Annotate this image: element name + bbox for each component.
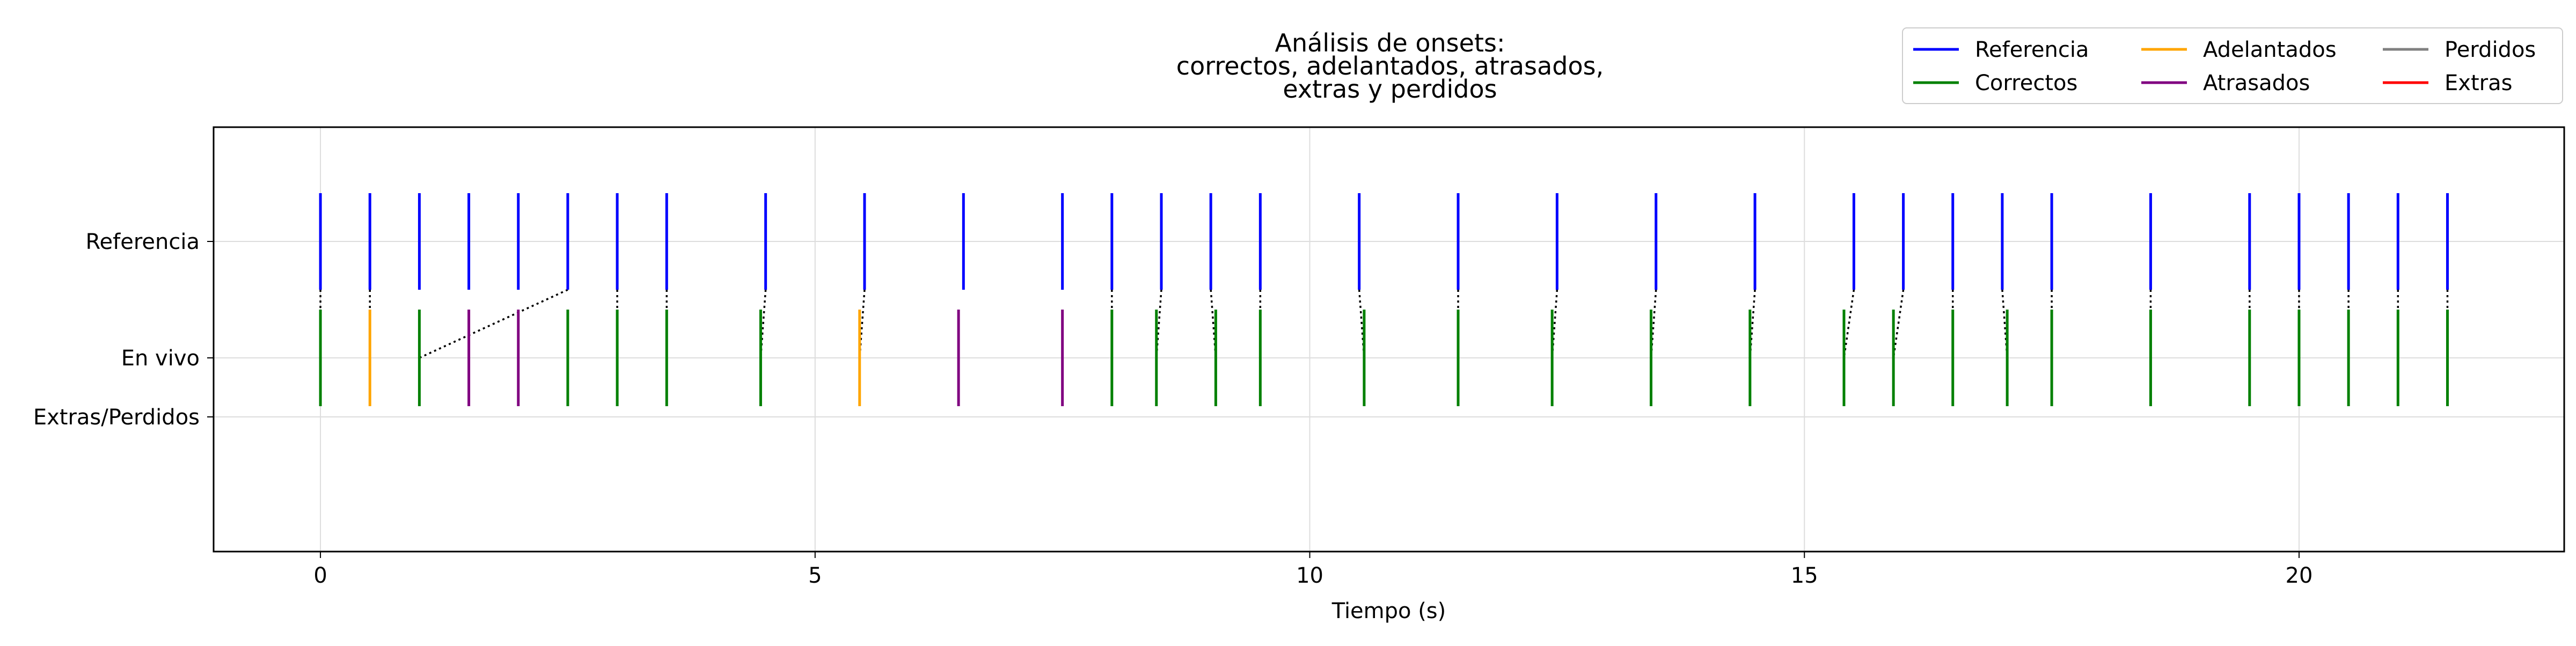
legend-box bbox=[1902, 27, 2563, 104]
legend-label: Adelantados bbox=[2203, 38, 2337, 62]
axes: 0 5 10 15 20 Referencia En vivo Extras/Perdidos bbox=[33, 230, 2313, 588]
x-tick-label: 15 bbox=[1791, 563, 1818, 588]
match-line bbox=[1843, 289, 1855, 358]
x-axis-label: Tiempo (s) bbox=[1331, 599, 1446, 623]
event-ticks bbox=[319, 193, 2449, 406]
y-tick-label: En vivo bbox=[121, 346, 200, 371]
match-line bbox=[1551, 289, 1558, 358]
match-line bbox=[419, 289, 568, 359]
match-line bbox=[1210, 289, 1217, 358]
legend-label: Extras bbox=[2445, 71, 2512, 96]
y-tick-label: Extras/Perdidos bbox=[33, 405, 200, 430]
match-line bbox=[859, 289, 866, 358]
match-line bbox=[1892, 289, 1905, 358]
chart-title-line: correctos, adelantados, atrasados, bbox=[1176, 52, 1604, 80]
x-tick-label: 10 bbox=[1296, 563, 1323, 588]
match-line bbox=[2001, 289, 2008, 358]
x-tick-label: 5 bbox=[808, 563, 822, 588]
x-tick-label: 20 bbox=[2286, 563, 2313, 588]
x-tick-label: 0 bbox=[313, 563, 327, 588]
match-lines bbox=[319, 289, 2449, 359]
legend-label: Perdidos bbox=[2445, 38, 2536, 62]
chart-title: Análisis de onsets:correctos, adelantado… bbox=[1176, 28, 1604, 104]
match-line bbox=[759, 289, 767, 358]
chart-title-line: Análisis de onsets: bbox=[1275, 28, 1505, 57]
match-line bbox=[1155, 289, 1162, 358]
legend: Referencia Correctos Adelantados Atrasados P… bbox=[1902, 27, 2563, 104]
y-tick-label: Referencia bbox=[86, 230, 200, 254]
chart-title-line: extras y perdidos bbox=[1283, 75, 1497, 104]
legend-label: Referencia bbox=[1975, 38, 2089, 62]
grid bbox=[214, 127, 2564, 552]
plot-frame bbox=[213, 126, 2565, 553]
match-line bbox=[1358, 289, 1365, 358]
match-line bbox=[1650, 289, 1657, 358]
match-line bbox=[1749, 289, 1756, 358]
legend-label: Atrasados bbox=[2203, 71, 2310, 96]
legend-label: Correctos bbox=[1975, 71, 2077, 96]
